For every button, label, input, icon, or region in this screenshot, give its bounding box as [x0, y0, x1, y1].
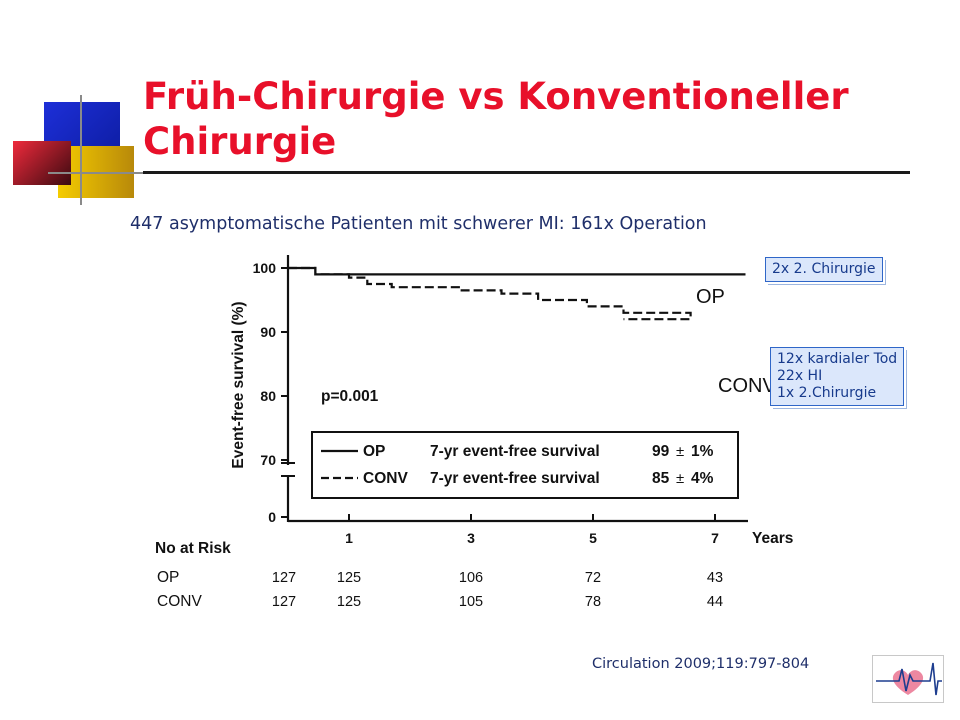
- risk-cell: 43: [707, 570, 723, 586]
- y-tick-label: 70: [260, 452, 276, 468]
- x-tick-label: 3: [467, 530, 475, 546]
- y-tick-label: 80: [260, 388, 276, 404]
- legend-text: 7-yr event-free survival: [430, 443, 600, 460]
- y-axis-label: Event-free survival (%): [230, 301, 247, 468]
- slide-subtitle: 447 asymptomatische Patienten mit schwer…: [130, 214, 707, 234]
- x-axis-label: Years: [752, 530, 793, 547]
- x-tick-label: 7: [711, 530, 719, 546]
- risk-row-label: CONV: [157, 593, 202, 610]
- chart-legend: OP 7-yr event-free survival 99 ±1% CONV 7-yr …: [311, 431, 739, 499]
- risk-cell: 44: [707, 594, 723, 610]
- callout-conv: 12x kardialer Tod 22x HI 1x 2.Chirurgie: [770, 347, 905, 406]
- callout-conv-line: 12x kardialer Tod: [777, 351, 898, 367]
- callout-conv-line: 22x HI: [777, 368, 823, 384]
- deco-horizontal-line: [48, 172, 143, 174]
- risk-cell: 105: [459, 594, 483, 610]
- x-tick-label: 5: [589, 530, 597, 546]
- legend-box: [311, 431, 739, 499]
- risk-row-label: OP: [157, 569, 179, 586]
- callout-conv-line: 1x 2.Chirurgie: [777, 385, 877, 401]
- risk-cell: 72: [585, 570, 601, 586]
- slide-title: Früh-Chirurgie vs Konventioneller Chirur…: [143, 75, 849, 163]
- legend-error: 1%: [691, 443, 714, 460]
- series-end-label: OP: [696, 286, 725, 308]
- citation: Circulation 2009;119:797-804: [592, 656, 810, 672]
- y-tick-label: 90: [260, 324, 276, 340]
- series-line-op: [288, 266, 746, 276]
- series-line-conv: [288, 266, 692, 321]
- legend-error: 4%: [691, 470, 714, 487]
- heart-ecg-logo-icon: [872, 655, 944, 703]
- chart-series: OP CONV: [288, 266, 776, 397]
- legend-name: OP: [363, 443, 385, 460]
- risk-cell: 125: [337, 594, 361, 610]
- legend-name: CONV: [363, 470, 408, 487]
- y-tick-label: 0: [268, 509, 276, 525]
- legend-text: 7-yr event-free survival: [430, 470, 600, 487]
- title-rule: [143, 171, 910, 174]
- y-tick-label: 100: [253, 260, 277, 276]
- series-end-label: CONV: [718, 375, 776, 397]
- legend-pm: ±: [676, 470, 684, 487]
- risk-cell: 106: [459, 570, 483, 586]
- deco-vertical-line: [80, 95, 82, 205]
- risk-table: No at Risk OP 127 125 106 72 43 CONV 127 125 105 78…: [155, 540, 723, 610]
- risk-table-header: No at Risk: [155, 540, 231, 557]
- risk-cell: 78: [585, 594, 601, 610]
- legend-value: 99: [652, 443, 670, 460]
- risk-cell: 127: [272, 570, 296, 586]
- legend-value: 85: [652, 470, 670, 487]
- deco-red-square: [13, 141, 71, 185]
- callout-op: 2x 2. Chirurgie: [765, 257, 883, 282]
- callout-op-line: 2x 2. Chirurgie: [772, 261, 876, 277]
- risk-cell: 127: [272, 594, 296, 610]
- x-tick-label: 1: [345, 530, 353, 546]
- chart-axes: 100 90 80 70 0 1 3 5 7 Years Event-free survival (…: [230, 255, 793, 547]
- p-value: p=0.001: [321, 388, 379, 405]
- risk-cell: 125: [337, 570, 361, 586]
- legend-pm: ±: [676, 443, 684, 460]
